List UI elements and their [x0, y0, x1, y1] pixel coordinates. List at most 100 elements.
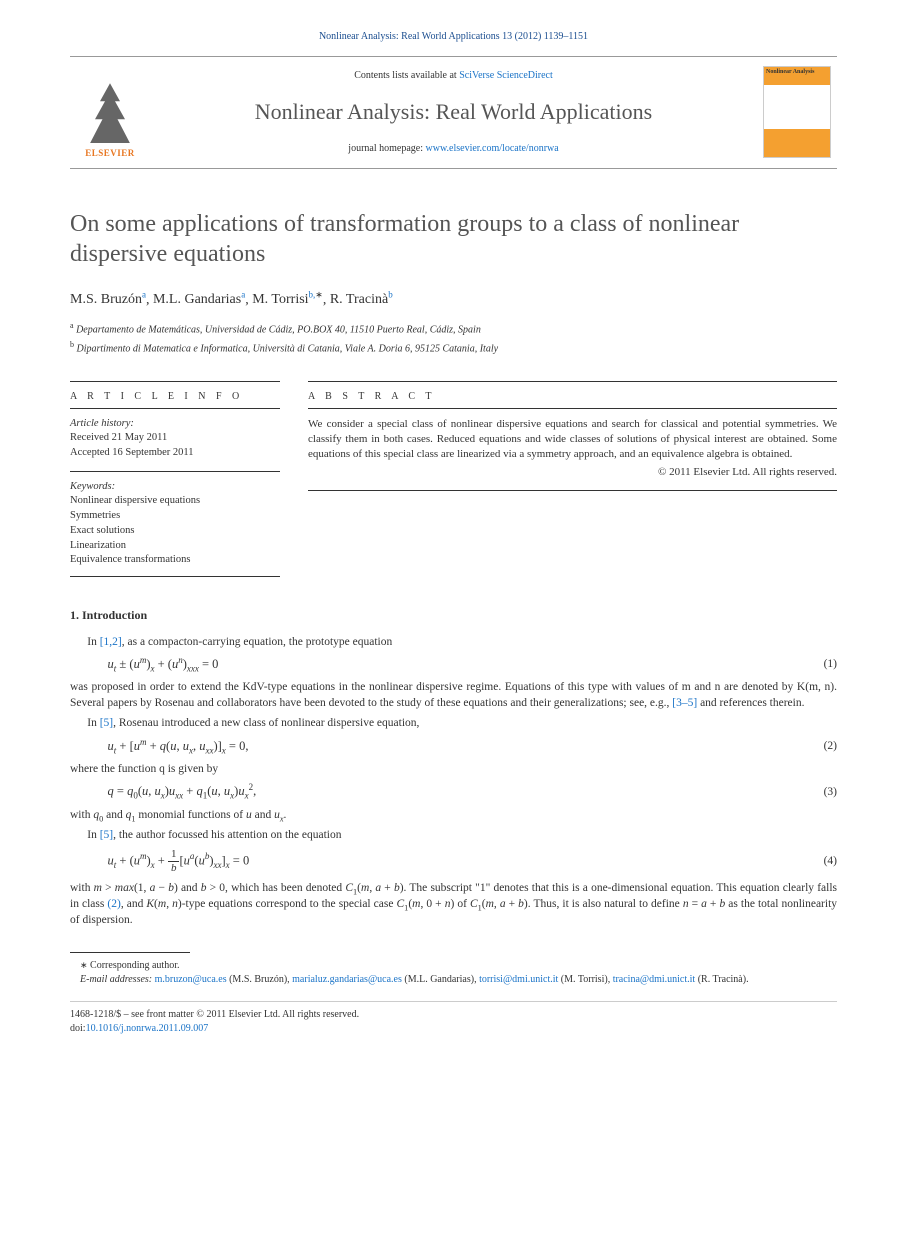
corresponding-author-footnote: ∗ Corresponding author.	[70, 959, 837, 973]
email-label: E-mail addresses:	[80, 974, 152, 985]
equation-body: ut + [um + q(u, ux, uxx)]x = 0,	[70, 738, 797, 756]
article-history-block: Article history: Received 21 May 2011 Ac…	[70, 417, 280, 461]
affil-text: Departamento de Matemáticas, Universidad…	[76, 324, 481, 335]
email-link[interactable]: torrisi@dmi.unict.it	[479, 974, 558, 985]
author: M. Torrisib,∗	[252, 292, 323, 307]
citation-link[interactable]: [1,2]	[100, 636, 122, 648]
received-date: Received 21 May 2011	[70, 431, 280, 446]
text-run: , as a compacton-carrying equation, the …	[122, 636, 392, 648]
citation-link[interactable]: [5]	[100, 717, 113, 729]
affil-mark: b	[70, 340, 74, 349]
author-name: M.S. Bruzón	[70, 292, 142, 307]
publisher-name: ELSEVIER	[85, 147, 135, 160]
keyword: Linearization	[70, 539, 280, 554]
info-bottom-rule	[70, 576, 280, 577]
equation-number: (4)	[797, 853, 837, 869]
author: M.S. Bruzóna	[70, 292, 146, 307]
homepage-line: journal homepage: www.elsevier.com/locat…	[158, 142, 749, 156]
email-who: (M.S. Bruzón)	[229, 974, 287, 985]
body-paragraph: was proposed in order to extend the KdV-…	[70, 679, 837, 711]
abstract-heading: A B S T R A C T	[308, 384, 837, 409]
keyword: Nonlinear dispersive equations	[70, 494, 280, 509]
text-run: , the author focussed his attention on t…	[113, 829, 341, 841]
cover-thumb-region: Nonlinear Analysis	[757, 57, 837, 168]
author-name: M. Torrisi	[252, 292, 308, 307]
equation-body: ut + (um)x + 1b[ua(ub)xx]x = 0	[70, 849, 797, 874]
affiliation: a Departamento de Matemáticas, Universid…	[70, 320, 837, 337]
citation-link[interactable]: [3–5]	[672, 697, 697, 709]
corresponding-mark[interactable]: ∗	[315, 290, 323, 300]
body-paragraph: with q0 and q1 monomial functions of u a…	[70, 807, 837, 823]
email-who: (M. Torrisi)	[561, 974, 608, 985]
text-run: In	[87, 717, 99, 729]
article-info-column: A R T I C L E I N F O Article history: R…	[70, 381, 280, 585]
contents-available-line: Contents lists available at SciVerse Sci…	[158, 69, 749, 83]
equation-number: (1)	[797, 656, 837, 672]
doi-line: doi:10.1016/j.nonrwa.2011.09.007	[70, 1022, 837, 1036]
email-footnote: E-mail addresses: m.bruzon@uca.es (M.S. …	[70, 973, 837, 987]
cover-title-strip: Nonlinear Analysis	[764, 67, 830, 85]
author: R. Tracinàb	[330, 292, 393, 307]
accepted-date: Accepted 16 September 2011	[70, 446, 280, 461]
running-citation: Nonlinear Analysis: Real World Applicati…	[70, 30, 837, 44]
citation-link[interactable]: [5]	[100, 829, 113, 841]
affil-mark[interactable]: a	[241, 290, 245, 300]
info-divider	[70, 471, 280, 472]
email-link[interactable]: m.bruzon@uca.es	[155, 974, 227, 985]
affil-mark: a	[70, 321, 74, 330]
text-run: In	[87, 829, 99, 841]
body-paragraph: where the function q is given by	[70, 761, 837, 777]
equation-body: q = q0(u, ux)uxx + q1(u, ux)ux2,	[70, 783, 797, 801]
homepage-link[interactable]: www.elsevier.com/locate/nonrwa	[426, 143, 559, 154]
equation-number: (3)	[797, 784, 837, 800]
affiliation: b Dipartimento di Matematica e Informati…	[70, 339, 837, 356]
body-paragraph: In [1,2], as a compacton-carrying equati…	[70, 634, 837, 650]
cover-footer-strip	[764, 129, 830, 157]
email-link[interactable]: tracina@dmi.unict.it	[613, 974, 696, 985]
abstract-column: A B S T R A C T We consider a special cl…	[308, 381, 837, 585]
email-link[interactable]: marialuz.gandarias@uca.es	[292, 974, 402, 985]
text-run: , Rosenau introduced a new class of nonl…	[113, 717, 419, 729]
equation-4: ut + (um)x + 1b[ua(ub)xx]x = 0 (4)	[70, 849, 837, 874]
author: M.L. Gandariasa	[153, 292, 245, 307]
doi-label: doi:	[70, 1023, 86, 1034]
affil-mark[interactable]: a	[142, 290, 146, 300]
info-abstract-row: A R T I C L E I N F O Article history: R…	[70, 381, 837, 585]
body-paragraph: with m > max(1, a − b) and b > 0, which …	[70, 880, 837, 928]
keyword: Exact solutions	[70, 524, 280, 539]
elsevier-tree-icon	[85, 83, 135, 143]
equation-number: (2)	[797, 738, 837, 754]
affil-mark[interactable]: b	[388, 290, 393, 300]
text-run: and references therein.	[697, 697, 804, 709]
homepage-prefix: journal homepage:	[348, 143, 425, 154]
keyword: Symmetries	[70, 509, 280, 524]
equation-2: ut + [um + q(u, ux, uxx)]x = 0, (2)	[70, 738, 837, 756]
page-footer: 1468-1218/$ – see front matter © 2011 El…	[70, 1001, 837, 1036]
history-label: Article history:	[70, 417, 280, 432]
email-who: (R. Tracinà)	[698, 974, 746, 985]
author-name: R. Tracinà	[330, 292, 388, 307]
publisher-block: ELSEVIER	[70, 57, 150, 168]
journal-masthead: ELSEVIER Contents lists available at Sci…	[70, 56, 837, 169]
sciencedirect-link[interactable]: SciVerse ScienceDirect	[459, 70, 553, 81]
corr-text: Corresponding author.	[90, 960, 179, 971]
journal-title: Nonlinear Analysis: Real World Applicati…	[158, 97, 749, 128]
front-matter-line: 1468-1218/$ – see front matter © 2011 El…	[70, 1008, 837, 1022]
keywords-label: Keywords:	[70, 480, 280, 495]
asterisk-icon: ∗	[80, 960, 88, 970]
author-name: M.L. Gandarias	[153, 292, 241, 307]
text-run: In	[87, 636, 99, 648]
eq-ref-link[interactable]: (2)	[107, 898, 120, 910]
abstract-bottom-rule	[308, 490, 837, 491]
author-list: M.S. Bruzóna, M.L. Gandariasa, M. Torris…	[70, 289, 837, 310]
body-paragraph: In [5], Rosenau introduced a new class o…	[70, 715, 837, 731]
cover-body	[764, 85, 830, 129]
email-who: (M.L. Gandarias)	[404, 974, 474, 985]
body-paragraph: In [5], the author focussed his attentio…	[70, 827, 837, 843]
footnote-rule	[70, 952, 190, 953]
section-1-heading: 1. Introduction	[70, 607, 837, 624]
abstract-copyright: © 2011 Elsevier Ltd. All rights reserved…	[308, 465, 837, 480]
doi-link[interactable]: 10.1016/j.nonrwa.2011.09.007	[86, 1023, 209, 1034]
article-title: On some applications of transformation g…	[70, 209, 837, 269]
abstract-text: We consider a special class of nonlinear…	[308, 417, 837, 463]
